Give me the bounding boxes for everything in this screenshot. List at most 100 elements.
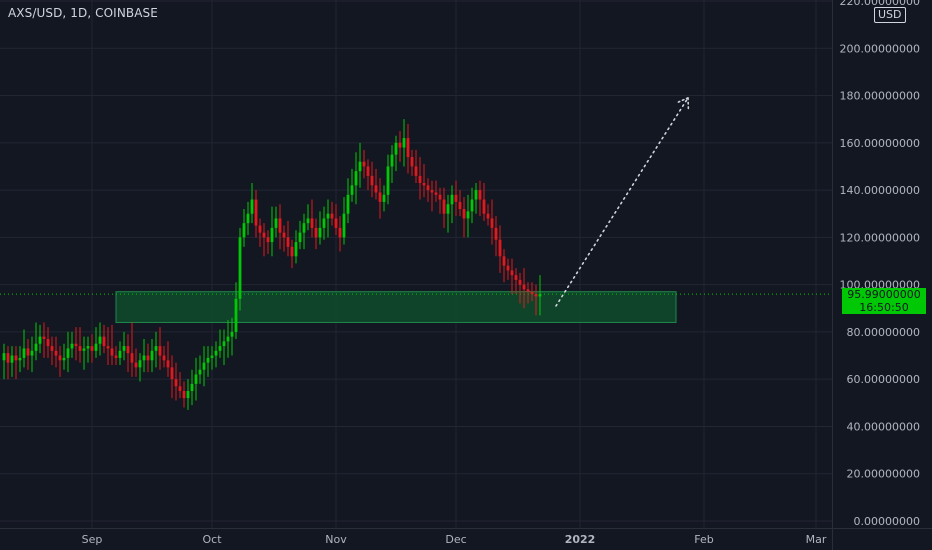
candle-body [122, 346, 126, 351]
candle-body [194, 374, 198, 384]
candle-body [58, 355, 62, 361]
candle-body [386, 166, 390, 195]
candle-body [370, 175, 374, 186]
candle-body [378, 192, 382, 202]
y-tick-label: 220.00000000 [840, 0, 920, 8]
candle-body [326, 213, 330, 219]
candle-body [502, 256, 506, 266]
candle-body [202, 362, 206, 370]
candle-body [390, 154, 394, 167]
last-price-value: 95.99000000 [847, 288, 921, 301]
candle-body [42, 336, 46, 339]
x-tick-label: 2022 [565, 533, 596, 546]
y-tick-label: 60.00000000 [847, 373, 920, 386]
candle-body [290, 246, 294, 257]
candle-body [126, 346, 130, 354]
candle-body [22, 348, 26, 358]
candle-body [106, 346, 110, 349]
candle-body [162, 355, 166, 361]
x-tick-label: Oct [202, 533, 222, 546]
candle-body [182, 391, 186, 399]
candle-body [318, 227, 322, 238]
candle-body [486, 213, 490, 219]
candle-body [410, 157, 414, 167]
candle-body [442, 199, 446, 214]
candle-body [114, 355, 118, 358]
candle-body [454, 194, 458, 202]
candle-body [366, 166, 370, 176]
candle-body [434, 192, 438, 195]
symbol-title[interactable]: AXS/USD, 1D, COINBASE [8, 6, 158, 20]
y-tick-label: 160.00000000 [840, 137, 920, 150]
candle-body [174, 379, 178, 387]
candle-body [146, 355, 150, 361]
candle-body [94, 343, 98, 351]
candle-body [430, 190, 434, 193]
candle-body [38, 336, 42, 344]
candle-body [190, 383, 194, 391]
candle-body [166, 360, 170, 368]
x-tick-label: Nov [325, 533, 347, 546]
candle-body [110, 348, 114, 356]
candle-body [178, 386, 182, 391]
candle-body [234, 298, 238, 332]
candle-body [198, 369, 202, 375]
candle-body [402, 138, 406, 148]
x-tick-label: Feb [694, 533, 713, 546]
last-price-tag: 95.99000000 16:50:50 [842, 288, 926, 314]
candle-body [530, 291, 534, 295]
candle-body [2, 353, 6, 361]
candle-body [46, 339, 50, 347]
candle-body [98, 336, 102, 344]
candle-body [334, 218, 338, 228]
candle-body [226, 336, 230, 342]
candle-body [506, 265, 510, 271]
candle-body [330, 213, 334, 219]
candle-body [474, 190, 478, 200]
candle-body [446, 204, 450, 214]
candle-body [294, 242, 298, 257]
candle-body [514, 275, 518, 280]
candle-body [298, 232, 302, 243]
projection-arrow-line [555, 97, 689, 307]
y-tick-label: 120.00000000 [840, 231, 920, 244]
candle-body [274, 218, 278, 228]
candle-body [222, 341, 226, 347]
x-tick-label: Dec [445, 533, 466, 546]
x-tick-label: Sep [82, 533, 103, 546]
candle-body [78, 346, 82, 351]
candle-body [398, 142, 402, 148]
candle-body [138, 360, 142, 368]
candle-body [302, 223, 306, 233]
candle-body [518, 279, 522, 285]
candle-body [30, 350, 34, 356]
candle-body [522, 284, 526, 290]
candle-body [170, 367, 174, 380]
y-tick-label: 0.00000000 [854, 515, 920, 528]
candle-body [186, 391, 190, 399]
candle-body [250, 199, 254, 214]
candle-body [510, 270, 514, 276]
candle-body [310, 218, 314, 228]
projection-arrow-head [676, 97, 689, 104]
candle-body [426, 185, 430, 191]
candle-body [118, 350, 122, 358]
candle-body [158, 346, 162, 356]
candle-body [14, 355, 18, 361]
candle-body [406, 138, 410, 157]
candle-body [154, 346, 158, 351]
y-tick-label: 200.00000000 [840, 42, 920, 55]
x-tick-label: Mar [806, 533, 827, 546]
candle-body [218, 346, 222, 351]
y-tick-label: 40.00000000 [847, 420, 920, 433]
candle-body [394, 142, 398, 155]
candle-body [306, 218, 310, 224]
candle-body [422, 183, 426, 186]
candle-body [418, 175, 422, 183]
candle-body [354, 171, 358, 186]
candle-body [62, 357, 66, 361]
currency-badge[interactable]: USD [874, 7, 906, 23]
candle-body [314, 227, 318, 238]
